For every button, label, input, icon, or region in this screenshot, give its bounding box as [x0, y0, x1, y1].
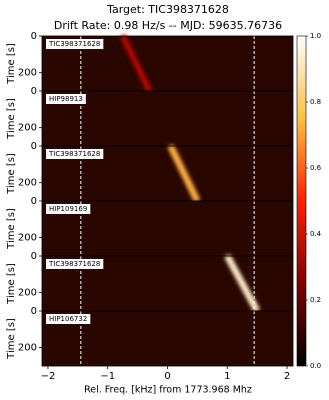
signal-core [121, 35, 151, 92]
x-tick-label: −1 [100, 371, 115, 382]
colorbar-tick-label: 0.2 [310, 296, 321, 304]
chart-title: Target: TIC398371628 [106, 3, 229, 16]
y-tick-label: 200 [18, 123, 37, 134]
y-tick-label: 200 [18, 233, 37, 244]
y-tick-label: 200 [18, 343, 37, 354]
colorbar-tick-label: 0.8 [310, 98, 321, 106]
y-tick-label: 0 [31, 141, 37, 152]
y-axis-label: Time [s] [6, 208, 17, 250]
panel-label-box [46, 204, 91, 214]
y-axis-label: Time [s] [6, 318, 17, 360]
colorbar [296, 35, 307, 367]
panel-label: HIP109169 [49, 205, 87, 213]
panel-label: HIP98913 [49, 95, 83, 103]
panel-label: TIC398371628 [48, 40, 100, 48]
y-tick-label: 0 [31, 196, 37, 207]
panel-label-box [46, 94, 86, 104]
y-axis-label: Time [s] [6, 43, 17, 85]
panel-label-box [46, 149, 104, 159]
y-tick-label: 200 [18, 288, 37, 299]
chart-subtitle: Drift Rate: 0.98 Hz/s -- MJD: 59635.7673… [54, 19, 282, 32]
y-axis-label: Time [s] [6, 153, 17, 195]
x-tick-label: −2 [41, 371, 56, 382]
colorbar-tick-label: 1.0 [310, 32, 321, 40]
panel-label: TIC398371628 [48, 260, 100, 268]
panel-label: HIP106732 [49, 315, 87, 323]
panel-label-box [46, 259, 104, 269]
y-tick-label: 200 [18, 178, 37, 189]
signal-core [169, 145, 199, 202]
y-axis-label: Time [s] [6, 263, 17, 305]
panel-label-box [46, 314, 91, 324]
x-tick-label: 1 [224, 371, 230, 382]
y-tick-label: 0 [31, 251, 37, 262]
x-tick-label: 0 [164, 371, 170, 382]
colorbar-tick-label: 0.4 [310, 230, 322, 238]
y-tick-label: 0 [31, 31, 37, 42]
signal-core [226, 255, 259, 312]
y-tick-label: 200 [18, 68, 37, 79]
y-axis-label: Time [s] [6, 98, 17, 140]
panel-label: TIC398371628 [48, 150, 100, 158]
colorbar-tick-label: 0.6 [310, 164, 322, 172]
x-tick-label: 2 [284, 371, 290, 382]
y-tick-label: 0 [31, 306, 37, 317]
x-axis-label: Rel. Freq. [kHz] from 1773.968 Mhz [84, 385, 252, 396]
y-tick-label: 0 [31, 86, 37, 97]
colorbar-tick-label: 0.0 [310, 362, 321, 370]
panel-label-box [46, 39, 104, 49]
